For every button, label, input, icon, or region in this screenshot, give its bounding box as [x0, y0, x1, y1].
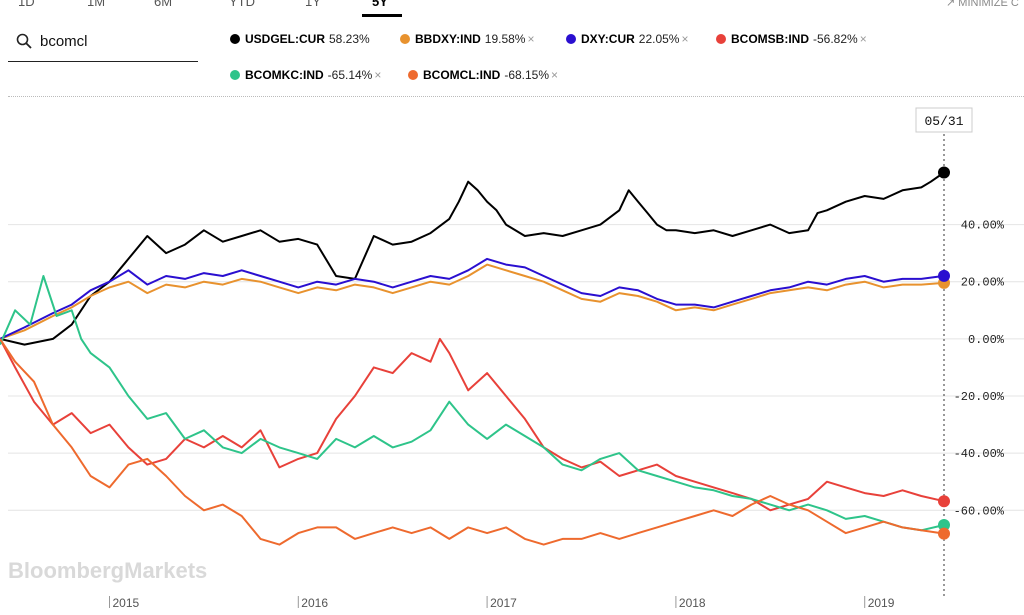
remove-series-icon[interactable]: ×: [527, 32, 535, 46]
y-tick-label: -20.00%: [954, 390, 1005, 404]
x-tick-label: 2017: [490, 596, 517, 610]
tab-1d[interactable]: 1D: [18, 0, 35, 9]
legend-ticker: BCOMKC:IND: [245, 68, 324, 82]
series-line-usdgel: [0, 171, 945, 346]
series-end-dot: [938, 495, 950, 508]
legend-item-usdgel: USDGEL:CUR 58.23%: [230, 32, 370, 46]
y-tick-label: 40.00%: [961, 219, 1005, 233]
legend-value: 58.23%: [329, 32, 370, 46]
legend-item-dxy: DXY:CUR 22.05% ×: [566, 32, 689, 46]
legend-ticker: BBDXY:IND: [415, 32, 481, 46]
series-color-dot: [400, 34, 410, 44]
tab-ytd[interactable]: YTD: [229, 0, 255, 9]
remove-series-icon[interactable]: ×: [859, 32, 867, 46]
bloomberg-watermark: BloombergMarkets: [8, 558, 207, 583]
active-tab-indicator: [362, 14, 402, 17]
symbol-search: [8, 26, 198, 62]
legend-value: -65.14%: [327, 68, 373, 82]
series-color-dot: [230, 34, 240, 44]
search-icon: [16, 33, 32, 49]
legend-value: 19.58%: [484, 32, 526, 46]
chart-series: [0, 171, 945, 546]
legend-item-bcomkc: BCOMKC:IND -65.14% ×: [230, 68, 381, 82]
time-range-tabs: 1D 1M 6M YTD 1Y 5Y ↗ MINIMIZE C: [0, 0, 1024, 18]
y-tick-label: -60.00%: [954, 504, 1005, 518]
series-line-bbdxy: [0, 263, 945, 340]
series-line-bcomsb: [0, 337, 945, 512]
y-axis: 40.00% 20.00% 0.00% -20.00% -40.00% -60.00%: [954, 219, 1005, 519]
series-end-dot: [938, 269, 950, 282]
legend-value: -68.15%: [504, 68, 550, 82]
x-tick-label: 2015: [113, 596, 140, 610]
remove-series-icon[interactable]: ×: [374, 68, 382, 82]
legend-item-bbdxy: BBDXY:IND 19.58% ×: [400, 32, 535, 46]
series-end-dot: [938, 518, 950, 531]
chart-grid: [8, 224, 1024, 511]
tab-1m[interactable]: 1M: [87, 0, 105, 9]
series-color-dot: [716, 34, 726, 44]
series-line-bcomcl: [0, 338, 945, 546]
tab-1y[interactable]: 1Y: [305, 0, 321, 9]
series-end-dot: [938, 166, 950, 179]
legend-ticker: USDGEL:CUR: [245, 32, 325, 46]
series-color-dot: [230, 70, 240, 80]
x-tick-label: 2019: [868, 596, 895, 610]
series-line-bcomkc: [0, 275, 945, 532]
series-color-dot: [408, 70, 418, 80]
y-tick-label: -40.00%: [954, 447, 1005, 461]
y-tick-label: 0.00%: [968, 333, 1005, 347]
date-marker-label: 05/31: [924, 114, 963, 129]
price-chart[interactable]: BloombergMarkets 05/31 40.00% 20.00% 0.00%…: [0, 96, 1024, 615]
collapse-arrow-icon: ↗: [946, 0, 956, 9]
series-line-dxy: [0, 257, 945, 340]
legend-value: -56.82%: [813, 32, 858, 46]
series-legend: USDGEL:CUR 58.23% BBDXY:IND 19.58% × DXY…: [230, 32, 930, 92]
tab-6m[interactable]: 6M: [154, 0, 172, 9]
minimize-button[interactable]: ↗ MINIMIZE C: [946, 0, 1019, 9]
legend-value: 22.05%: [638, 32, 680, 46]
tab-5y[interactable]: 5Y: [372, 0, 388, 9]
legend-ticker: DXY:CUR: [581, 32, 635, 46]
y-tick-label: 20.00%: [961, 276, 1005, 290]
legend-item-bcomcl: BCOMCL:IND -68.15% ×: [408, 68, 558, 82]
search-input[interactable]: [40, 30, 190, 52]
series-end-markers: [938, 166, 950, 540]
legend-ticker: BCOMSB:IND: [731, 32, 809, 46]
minimize-label: MINIMIZE C: [958, 0, 1019, 9]
x-tick-label: 2018: [679, 596, 706, 610]
x-axis: 2015 2016 2017 2018 2019: [109, 596, 895, 610]
series-color-dot: [566, 34, 576, 44]
series-end-dot: [938, 527, 950, 540]
date-marker-box: [915, 107, 973, 133]
remove-series-icon[interactable]: ×: [681, 32, 689, 46]
header-divider: [8, 96, 1024, 97]
legend-ticker: BCOMCL:IND: [423, 68, 501, 82]
remove-series-icon[interactable]: ×: [551, 68, 559, 82]
x-tick-label: 2016: [301, 596, 328, 610]
legend-item-bcomsb: BCOMSB:IND -56.82% ×: [716, 32, 867, 46]
